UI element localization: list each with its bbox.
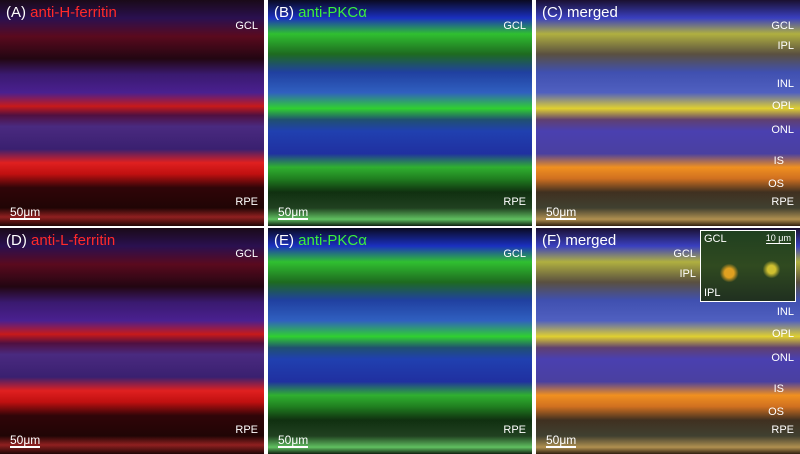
- scale-bar: 50μm: [546, 205, 577, 220]
- layer-label: RPE: [235, 196, 258, 208]
- layer-label: GCL: [771, 20, 794, 32]
- layer-label: ONL: [771, 352, 794, 364]
- layer-label: GCL: [503, 248, 526, 260]
- panel-label: (E): [274, 232, 294, 249]
- layer-label: RPE: [771, 424, 794, 436]
- layer-label: OS: [768, 406, 784, 418]
- panel-label: (C): [542, 4, 563, 21]
- panel-title: merged: [567, 4, 618, 21]
- layer-label: RPE: [771, 196, 794, 208]
- panel-label: (D): [6, 232, 27, 249]
- panel-title: merged: [565, 232, 617, 249]
- layer-label: IPL: [679, 268, 696, 280]
- layer-label: IS: [773, 155, 784, 167]
- inset-layer-label: GCL: [704, 233, 727, 245]
- panel-heading: (B) anti-PKCα: [274, 4, 367, 21]
- image-panel: (C) merged GCL IPL INL OPL ONL IS OS RPE 50μm: [536, 0, 800, 226]
- panel-heading: (C) merged: [542, 4, 618, 21]
- panel-title: anti-L-ferritin: [31, 232, 116, 249]
- image-panel: (E) anti-PKCα GCL RPE 50μm: [268, 228, 532, 454]
- layer-label: IS: [773, 383, 784, 395]
- panel-heading: (D) anti-L-ferritin: [6, 232, 115, 249]
- image-panel: (F) merged GCL IPL INL OPL ONL IS OS RPE 50μm GCL I…: [536, 228, 800, 454]
- layer-label: RPE: [503, 424, 526, 436]
- panel-title: anti-PKCα: [298, 232, 367, 249]
- panel-label: (F): [542, 232, 562, 249]
- scale-bar: 50μm: [278, 205, 309, 220]
- image-panel: (D) anti-L-ferritin GCL RPE 50μm: [0, 228, 264, 454]
- image-panel: (A) anti-H-ferritin GCL RPE 50μm: [0, 0, 264, 226]
- layer-label: IPL: [777, 40, 794, 52]
- layer-label: RPE: [503, 196, 526, 208]
- panel-label: (B): [274, 4, 294, 21]
- scale-bar: 50μm: [546, 433, 577, 448]
- layer-label: INL: [776, 306, 794, 318]
- inset-scale-bar: 10 μm: [765, 233, 791, 244]
- inset-layer-label: IPL: [704, 287, 721, 299]
- layer-label: GCL: [235, 20, 258, 32]
- layer-label: OPL: [771, 328, 794, 340]
- scale-bar: 50μm: [278, 433, 309, 448]
- panel-title: anti-PKCα: [298, 4, 367, 21]
- panel-heading: (E) anti-PKCα: [274, 232, 367, 249]
- layer-label: GCL: [503, 20, 526, 32]
- layer-label: INL: [776, 78, 794, 90]
- scale-bar: 50μm: [10, 205, 41, 220]
- layer-label: OS: [768, 178, 784, 190]
- panel-heading: (A) anti-H-ferritin: [6, 4, 117, 21]
- panel-heading: (F) merged: [542, 232, 616, 249]
- scale-bar: 50μm: [10, 433, 41, 448]
- panel-title: anti-H-ferritin: [30, 4, 117, 21]
- layer-label: GCL: [235, 248, 258, 260]
- inset-image: GCL IPL 10 μm: [700, 230, 796, 302]
- panel-label: (A): [6, 4, 26, 21]
- layer-label: ONL: [771, 124, 794, 136]
- layer-label: GCL: [673, 248, 696, 260]
- layer-label: RPE: [235, 424, 258, 436]
- layer-label: OPL: [771, 100, 794, 112]
- image-panel: (B) anti-PKCα GCL RPE 50μm: [268, 0, 532, 226]
